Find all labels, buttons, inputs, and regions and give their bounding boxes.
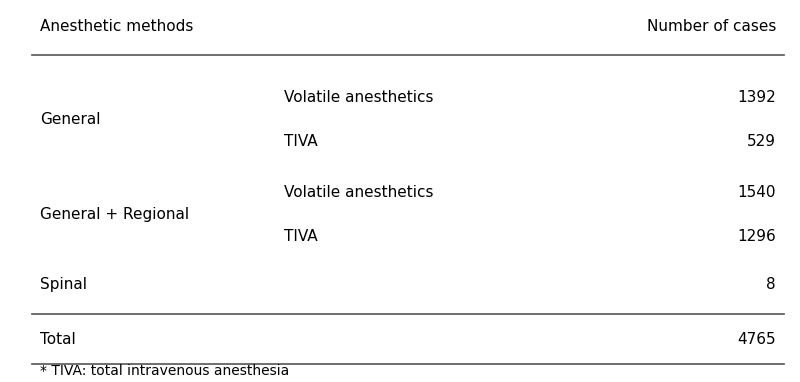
Text: 1296: 1296: [738, 229, 776, 244]
Text: Number of cases: Number of cases: [646, 19, 776, 34]
Text: TIVA: TIVA: [284, 229, 318, 244]
Text: Volatile anesthetics: Volatile anesthetics: [284, 185, 434, 201]
Text: 1540: 1540: [738, 185, 776, 201]
Text: General: General: [40, 112, 101, 127]
Text: Spinal: Spinal: [40, 277, 87, 292]
Text: Total: Total: [40, 332, 76, 348]
Text: 1392: 1392: [738, 90, 776, 105]
Text: General + Regional: General + Regional: [40, 207, 189, 222]
Text: 529: 529: [747, 134, 776, 149]
Text: 8: 8: [766, 277, 776, 292]
Text: * TIVA: total intravenous anesthesia: * TIVA: total intravenous anesthesia: [40, 364, 290, 378]
Text: Volatile anesthetics: Volatile anesthetics: [284, 90, 434, 105]
Text: Anesthetic methods: Anesthetic methods: [40, 19, 194, 34]
Text: TIVA: TIVA: [284, 134, 318, 149]
Text: 4765: 4765: [738, 332, 776, 348]
